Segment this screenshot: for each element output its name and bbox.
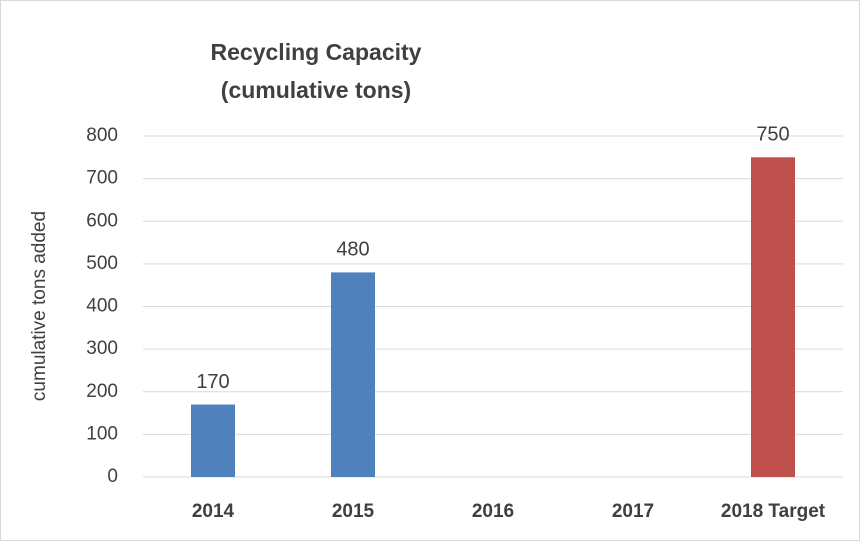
chart-title: (cumulative tons): [221, 77, 411, 103]
data-label: 480: [336, 239, 369, 261]
y-tick-label: 800: [86, 125, 118, 146]
bar: [331, 272, 375, 477]
data-label: 170: [196, 371, 229, 393]
y-tick-label: 300: [86, 338, 118, 359]
bar: [191, 404, 235, 477]
data-label: 750: [756, 124, 789, 146]
x-tick-label: 2017: [612, 501, 654, 522]
y-tick-label: 0: [107, 466, 118, 487]
y-tick-label: 200: [86, 381, 118, 402]
y-tick-label: 400: [86, 296, 118, 317]
x-tick-label: 2016: [472, 501, 514, 522]
y-tick-label: 700: [86, 168, 118, 189]
y-tick-label: 600: [86, 210, 118, 231]
x-tick-label: 2015: [332, 501, 375, 522]
bar: [751, 157, 795, 477]
chart-title: Recycling Capacity: [211, 39, 422, 65]
x-tick-label: 2018 Target: [721, 501, 826, 522]
y-tick-label: 100: [86, 423, 118, 444]
y-axis-label: cumulative tons added: [29, 211, 50, 401]
y-tick-label: 500: [86, 253, 118, 274]
x-tick-label: 2014: [192, 501, 235, 522]
